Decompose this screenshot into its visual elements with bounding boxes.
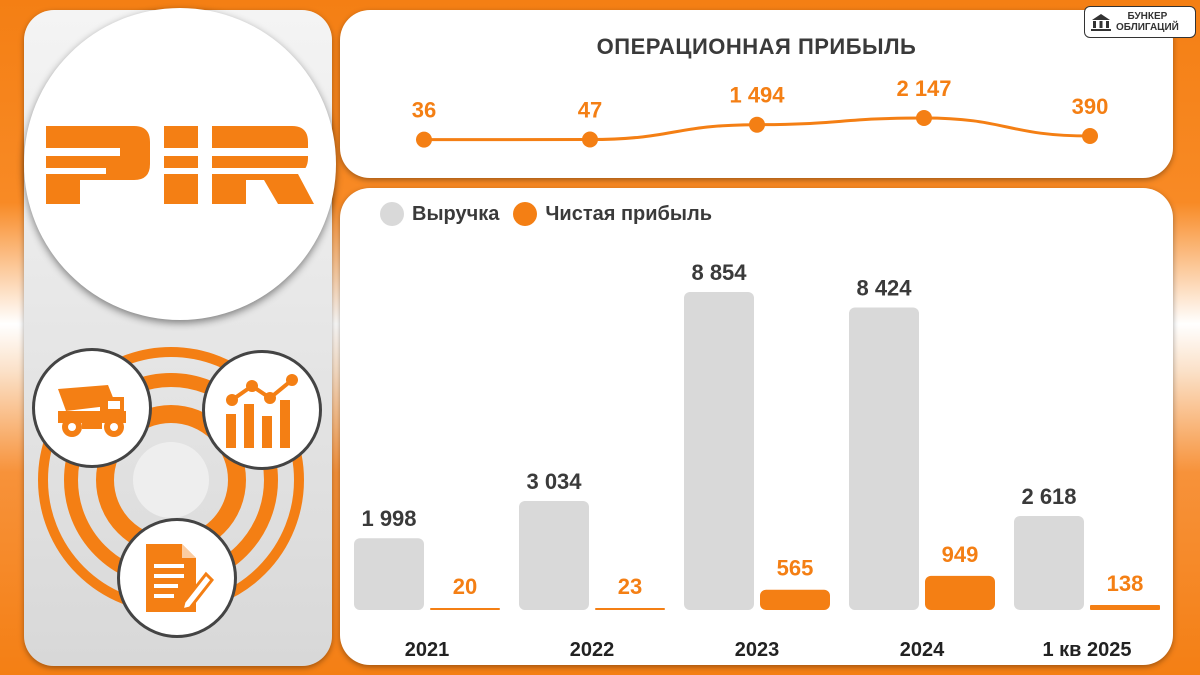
legend-revenue-marker	[380, 202, 404, 226]
badge-line-1: БУНКЕР	[1127, 11, 1168, 22]
revenue-bar	[519, 501, 589, 610]
net-profit-value-label: 138	[1107, 571, 1144, 596]
operating-profit-value-label: 2 147	[896, 76, 951, 101]
revenue-bar	[1014, 515, 1084, 610]
revenue-value-label: 1 998	[361, 506, 416, 531]
category-label: 2021	[405, 639, 450, 661]
operating-profit-value-label: 36	[412, 98, 436, 123]
net-profit-value-label: 23	[618, 574, 642, 599]
net-profit-value-label: 565	[777, 556, 814, 581]
operating-profit-point	[916, 110, 932, 126]
legend-net-profit-label: Чистая прибыль	[545, 202, 712, 225]
operating-profit-title: ОПЕРАЦИОННАЯ ПРИБЫЛЬ	[596, 34, 917, 59]
growth-chart-icon	[226, 374, 298, 448]
document-pen-icon	[146, 544, 214, 613]
net-profit-value-label: 20	[453, 574, 477, 599]
building-icon	[1091, 14, 1111, 31]
operating-profit-point	[749, 116, 765, 133]
badge-line-2: ОБЛИГАЦИЙ	[1116, 22, 1179, 33]
revenue-value-label: 8 854	[691, 260, 747, 285]
company-logo	[46, 126, 314, 204]
operating-profit-chart: 36 47 1 494 2 147 390	[412, 76, 1109, 148]
revenue-value-label: 2 618	[1021, 484, 1076, 509]
category-label: 2023	[735, 639, 780, 661]
bunker-badge: БУНКЕР ОБЛИГАЦИЙ	[1084, 6, 1196, 38]
net-profit-bar	[925, 575, 995, 610]
revenue-bar	[849, 307, 919, 610]
category-label: 2024	[900, 639, 945, 661]
document-icon-circle	[117, 518, 237, 638]
badge-text: БУНКЕР ОБЛИГАЦИЙ	[1116, 11, 1179, 33]
net-profit-bar	[760, 589, 830, 610]
operating-profit-point	[1082, 128, 1098, 145]
operating-profit-point	[416, 131, 432, 148]
category-label: 1 кв 2025	[1042, 639, 1131, 661]
net-profit-value-label: 949	[942, 542, 979, 567]
logo-circle	[24, 8, 336, 320]
revenue-bar	[684, 292, 754, 610]
revenue-value-label: 3 034	[526, 469, 582, 494]
chart-legend: Выручка Чистая прибыль	[380, 202, 712, 226]
revenue-bar	[354, 538, 424, 610]
net-profit-bar	[595, 608, 665, 610]
legend-revenue-label: Выручка	[412, 202, 500, 225]
chart-icon-circle	[202, 350, 322, 470]
operating-profit-panel: ОПЕРАЦИОННАЯ ПРИБЫЛЬ 36 47 1 494 2 147 390	[340, 10, 1173, 178]
operating-profit-value-label: 47	[578, 98, 602, 123]
net-profit-bar	[430, 608, 500, 610]
operating-profit-value-label: 1 494	[729, 83, 785, 108]
revenue-value-label: 8 424	[856, 275, 912, 300]
revenue-profit-panel: Выручка Чистая прибыль 1 998 20 2021 3 034 2…	[340, 188, 1173, 665]
operating-profit-point	[582, 131, 598, 148]
category-label: 2022	[570, 639, 615, 661]
net-profit-bar	[1090, 605, 1160, 610]
operating-profit-value-label: 390	[1072, 94, 1109, 119]
bar-chart: 1 998 20 2021 3 034 23 2022 8 854 565 2023 8 424 9…	[354, 260, 1160, 661]
legend-net-profit-marker	[513, 202, 538, 226]
dump-truck-icon	[58, 385, 126, 437]
truck-icon-circle	[32, 348, 152, 468]
